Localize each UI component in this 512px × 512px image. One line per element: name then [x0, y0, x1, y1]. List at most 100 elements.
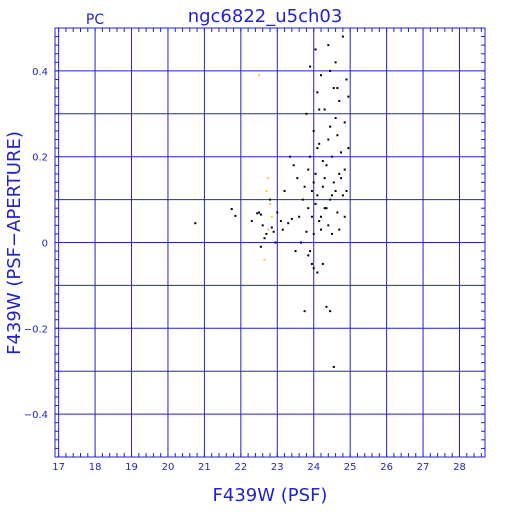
x-tick-label: 19: [125, 462, 138, 473]
data-point: [258, 211, 261, 214]
x-tick-label: 21: [198, 462, 211, 473]
x-tick-label: 17: [52, 462, 65, 473]
x-tick-label: 18: [89, 462, 102, 473]
grid-lines: [55, 27, 485, 458]
data-point: [270, 226, 273, 229]
data-point: [316, 147, 319, 150]
data-point: [309, 250, 312, 253]
plot-frame: [54, 27, 486, 458]
x-tick-label: 20: [162, 462, 175, 473]
y-tick-label: 0.2: [32, 153, 48, 164]
x-tick-label: 25: [344, 462, 357, 473]
data-point: [310, 215, 313, 218]
data-point: [329, 69, 332, 72]
data-points: [194, 35, 350, 368]
data-point: [250, 220, 253, 223]
data-point: [347, 95, 350, 98]
data-point: [345, 78, 348, 81]
data-point: [256, 212, 259, 215]
y-tick-label: 0.4: [32, 67, 48, 78]
tick-labels: 17 18 19 20 21 22 23 24 25 26 27 28 0.4 0.2 0 −0.2 −0.4: [24, 67, 466, 473]
data-point: [316, 91, 319, 94]
data-point: [263, 258, 266, 261]
data-point: [327, 138, 330, 141]
data-point: [330, 194, 333, 197]
data-point: [329, 125, 332, 128]
data-point: [321, 262, 324, 265]
x-axis-label: F439W (PSF): [213, 485, 328, 506]
x-tick-label: 28: [453, 462, 466, 473]
data-point: [270, 215, 273, 218]
data-point: [265, 190, 268, 193]
data-point: [289, 155, 292, 158]
data-point: [299, 241, 302, 244]
data-point: [298, 215, 301, 218]
data-point: [269, 198, 271, 201]
data-point: [320, 74, 323, 77]
data-point: [312, 181, 315, 184]
data-point: [347, 147, 350, 150]
data-point: [341, 194, 344, 197]
data-point: [340, 177, 343, 180]
data-point: [290, 217, 293, 220]
data-point: [329, 310, 332, 313]
data-point: [305, 112, 308, 115]
data-point: [312, 267, 315, 270]
data-point: [301, 198, 304, 201]
x-tick-label: 23: [271, 462, 284, 473]
data-point: [269, 202, 271, 205]
data-point: [320, 215, 323, 218]
data-point: [316, 194, 319, 197]
data-point: [334, 117, 337, 120]
data-point: [318, 220, 321, 223]
data-point: [259, 245, 262, 248]
data-point: [325, 164, 328, 167]
data-point: [312, 232, 315, 235]
data-point: [314, 202, 317, 205]
data-point: [325, 207, 328, 210]
data-point: [327, 224, 330, 227]
data-point: [343, 215, 346, 218]
data-point: [321, 159, 324, 162]
data-point: [314, 48, 317, 51]
y-tick-label: 0: [42, 239, 48, 250]
data-point: [323, 108, 326, 111]
data-point: [272, 230, 275, 233]
data-point: [330, 232, 333, 235]
data-point: [323, 177, 326, 180]
data-point: [332, 181, 335, 184]
data-point: [307, 168, 310, 171]
data-point: [310, 190, 313, 193]
data-point: [312, 129, 315, 132]
data-point: [263, 237, 266, 240]
data-point: [343, 168, 346, 171]
data-point: [343, 121, 346, 124]
x-tick-label: 22: [234, 462, 247, 473]
data-point: [307, 254, 310, 257]
data-point: [320, 228, 323, 231]
data-point: [334, 190, 337, 193]
data-point: [194, 222, 197, 225]
data-point: [287, 222, 290, 225]
data-point: [318, 108, 321, 111]
x-tick-label: 26: [380, 462, 393, 473]
data-point: [330, 155, 333, 158]
y-tick-label: −0.2: [24, 324, 48, 335]
data-point: [261, 224, 264, 227]
data-point: [265, 232, 268, 235]
data-point: [323, 207, 326, 210]
data-point: [336, 211, 339, 214]
y-tick-label: −0.4: [24, 410, 48, 421]
y-axis-label: F439W (PSF−APERTURE): [4, 131, 25, 355]
data-point: [305, 230, 308, 233]
data-point: [334, 61, 337, 64]
data-point: [336, 134, 339, 137]
data-point: [329, 198, 332, 201]
data-point: [294, 250, 297, 253]
data-point: [230, 208, 233, 211]
data-point: [318, 142, 321, 145]
data-point: [292, 164, 295, 167]
corner-label: PC: [86, 12, 104, 28]
data-point: [332, 87, 335, 90]
